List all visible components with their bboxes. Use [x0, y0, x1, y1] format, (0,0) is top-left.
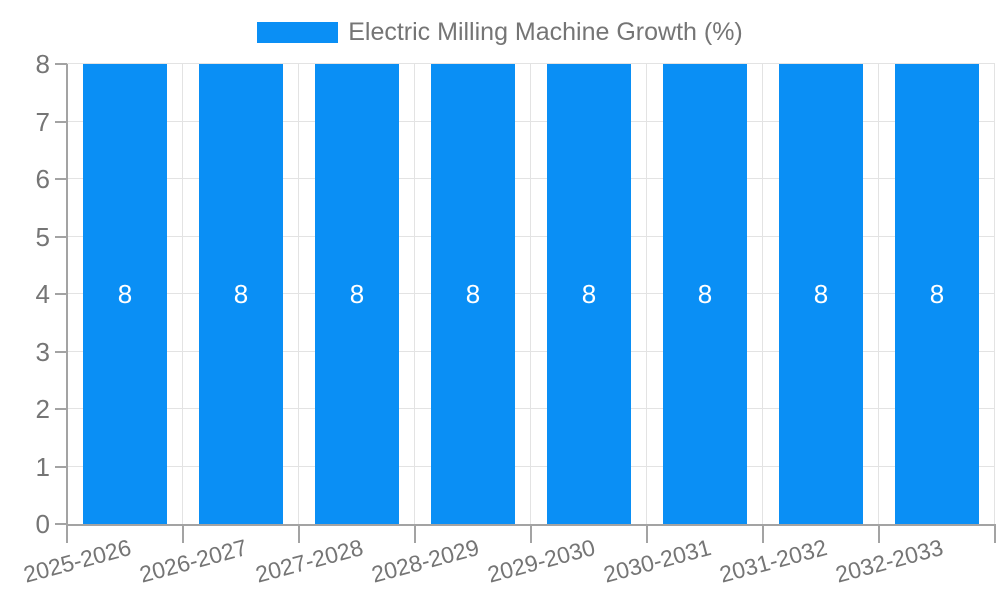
- bar: 8: [895, 64, 979, 524]
- x-tick: [530, 524, 532, 543]
- bar-value-label: 8: [813, 278, 829, 309]
- bar-value-label: 8: [117, 278, 133, 309]
- x-tick: [298, 524, 300, 543]
- y-axis-label: 2: [35, 394, 50, 424]
- x-axis-label: 2029-2030: [484, 534, 598, 588]
- y-tick: [55, 120, 67, 123]
- bar: 8: [547, 64, 631, 524]
- y-tick: [55, 178, 67, 180]
- y-gridline: [67, 293, 995, 294]
- x-gridline: [994, 64, 995, 524]
- x-tick: [878, 524, 880, 543]
- y-axis-line: [66, 64, 68, 543]
- y-gridline: [67, 63, 995, 64]
- x-axis-label: 2028-2029: [368, 534, 482, 588]
- x-tick: [182, 524, 184, 543]
- x-axis-label: 2032-2033: [832, 534, 946, 588]
- x-tick: [994, 524, 996, 543]
- x-axis-label: 2027-2028: [252, 534, 366, 588]
- legend-label: Electric Milling Machine Growth (%): [348, 18, 743, 46]
- bar-value-label: 8: [581, 278, 597, 309]
- y-tick: [55, 235, 67, 238]
- bar: 8: [315, 64, 399, 524]
- x-axis-label: 2025-2026: [20, 534, 134, 588]
- y-tick: [55, 350, 67, 353]
- x-tick: [414, 524, 416, 543]
- bar-value-label: 8: [697, 278, 713, 309]
- y-axis-label: 0: [35, 509, 50, 539]
- x-gridline: [414, 64, 415, 524]
- bar: 8: [83, 64, 167, 524]
- x-axis-line: [66, 524, 996, 526]
- y-gridline: [67, 465, 995, 467]
- x-axis-label: 2026-2027: [136, 534, 250, 588]
- x-tick: [646, 524, 648, 543]
- y-gridline: [67, 350, 995, 352]
- bar: 8: [663, 64, 747, 524]
- y-axis-label: 3: [35, 336, 50, 367]
- y-gridline: [67, 120, 995, 122]
- x-tick: [762, 524, 764, 543]
- bar-value-label: 8: [465, 278, 481, 309]
- bar-value-label: 8: [233, 278, 249, 309]
- legend[interactable]: Electric Milling Machine Growth (%): [0, 18, 1000, 47]
- x-gridline: [530, 64, 531, 524]
- y-tick: [55, 408, 67, 410]
- x-axis-label: 2031-2032: [716, 534, 830, 588]
- x-axis-label: 2030-2031: [600, 534, 714, 588]
- y-axis-label: 1: [35, 451, 50, 482]
- y-axis-label: 7: [35, 106, 50, 137]
- y-axis-label: 6: [35, 164, 50, 194]
- y-gridline: [67, 408, 995, 409]
- y-tick: [55, 63, 67, 65]
- y-gridline: [67, 178, 995, 179]
- y-tick: [55, 293, 67, 295]
- y-tick: [55, 523, 67, 525]
- y-gridline: [67, 235, 995, 237]
- bar-value-label: 8: [349, 278, 365, 309]
- y-axis-label: 8: [35, 49, 50, 79]
- bar: 8: [431, 64, 515, 524]
- x-gridline: [298, 64, 299, 524]
- bar: 8: [779, 64, 863, 524]
- bar: 8: [199, 64, 283, 524]
- y-axis-label: 5: [35, 221, 50, 252]
- x-gridline: [762, 64, 763, 524]
- bar-value-label: 8: [929, 278, 945, 309]
- y-axis-label: 4: [35, 279, 50, 309]
- x-gridline: [646, 64, 647, 524]
- legend-swatch-icon: [257, 22, 339, 43]
- x-gridline: [182, 64, 183, 524]
- y-tick: [55, 465, 67, 468]
- x-gridline: [878, 64, 879, 524]
